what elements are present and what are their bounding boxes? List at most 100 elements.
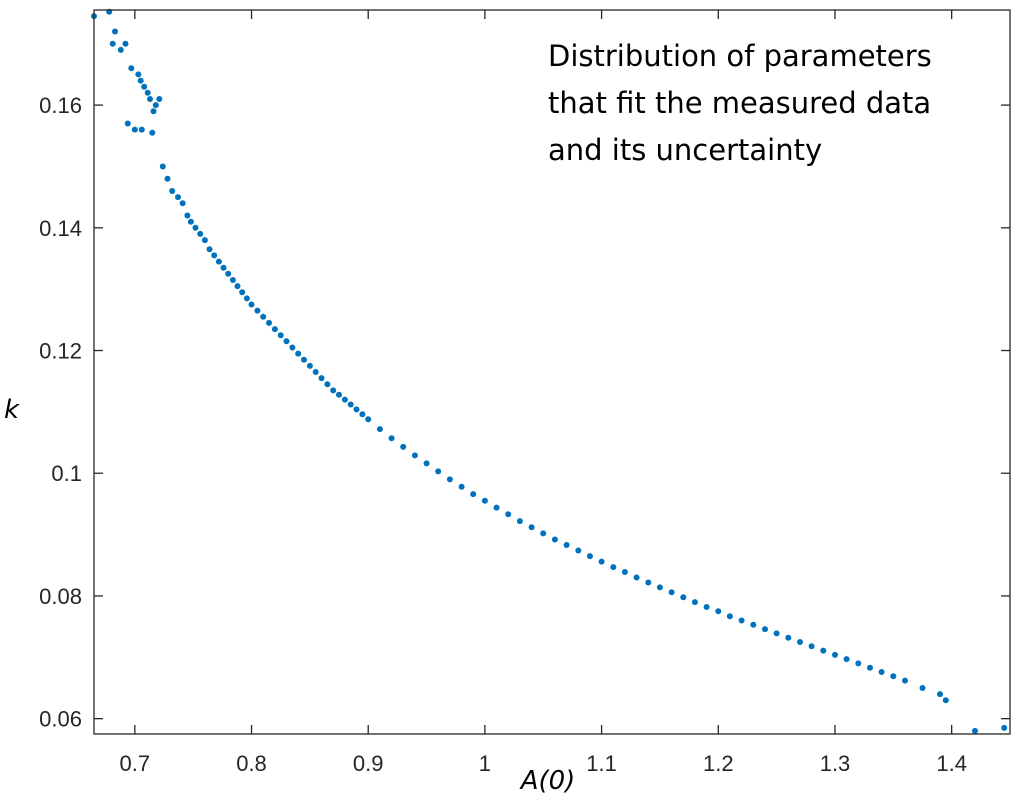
data-point <box>1001 724 1008 731</box>
data-point <box>773 630 780 637</box>
y-tick-label: 0.14 <box>39 216 82 241</box>
data-point <box>540 530 547 537</box>
x-tick-label: 1.4 <box>936 751 967 776</box>
x-tick-label: 0.9 <box>353 751 384 776</box>
x-tick-label: 1.1 <box>586 751 617 776</box>
data-point <box>715 608 722 615</box>
data-point <box>283 338 290 345</box>
data-point <box>376 426 383 433</box>
y-tick-label: 0.12 <box>39 339 82 364</box>
data-point <box>586 553 593 560</box>
data-point <box>215 258 222 265</box>
x-tick-label: 1 <box>479 751 491 776</box>
annotation-line-3: and its uncertainty <box>548 133 822 167</box>
data-point <box>301 356 307 363</box>
data-point <box>411 452 418 459</box>
data-point <box>122 40 129 47</box>
data-point <box>138 126 145 133</box>
data-point <box>353 406 360 413</box>
data-point <box>229 277 236 283</box>
data-point <box>260 313 267 320</box>
data-point <box>324 381 331 388</box>
data-point <box>124 120 131 127</box>
data-point <box>144 89 151 96</box>
data-point <box>703 604 710 610</box>
data-point <box>347 401 354 408</box>
data-point <box>633 574 640 581</box>
data-point <box>762 626 768 633</box>
y-tick-label: 0.1 <box>51 461 82 486</box>
data-point <box>330 387 337 394</box>
data-point <box>159 163 166 170</box>
data-point <box>528 524 535 531</box>
data-point <box>135 71 142 78</box>
axis-ticks <box>94 10 1010 734</box>
data-point <box>220 264 227 271</box>
annotation-line-2: that fit the measured data <box>548 86 931 120</box>
data-point <box>942 697 949 704</box>
data-point <box>295 350 302 357</box>
data-point <box>750 621 757 628</box>
data-point <box>141 83 148 90</box>
data-point <box>645 579 652 586</box>
data-point <box>197 230 204 237</box>
data-point <box>680 594 687 601</box>
data-point <box>610 564 617 571</box>
data-point <box>878 669 885 675</box>
data-point <box>239 289 246 296</box>
data-point <box>336 391 342 398</box>
data-point <box>306 362 313 369</box>
x-tick-label: 0.8 <box>236 751 267 776</box>
data-point <box>201 237 208 244</box>
y-tick-label: 0.08 <box>39 584 82 609</box>
data-point <box>598 558 605 565</box>
data-point <box>867 664 873 671</box>
data-point <box>481 497 488 504</box>
data-point <box>117 46 124 53</box>
data-point <box>149 129 156 136</box>
data-point <box>785 634 792 641</box>
data-point <box>656 584 663 591</box>
data-point <box>575 547 582 554</box>
data-point <box>726 613 733 620</box>
data-point <box>843 656 850 663</box>
data-point <box>128 65 135 72</box>
data-point <box>563 542 570 548</box>
data-point <box>147 96 153 102</box>
data-point <box>184 212 191 219</box>
data-point <box>137 77 144 84</box>
annotation-line-1: Distribution of parameters <box>548 39 932 73</box>
data-point <box>400 443 407 450</box>
data-point <box>277 332 284 339</box>
data-point <box>225 270 232 277</box>
x-tick-label: 1.3 <box>820 751 851 776</box>
data-point <box>112 28 118 35</box>
data-point <box>435 468 442 475</box>
plot-frame <box>93 9 1011 735</box>
data-point <box>341 396 348 403</box>
data-point <box>175 194 181 201</box>
data-point <box>359 411 366 418</box>
data-point <box>131 126 138 133</box>
data-point <box>972 727 978 734</box>
data-point <box>493 504 500 511</box>
data-point <box>668 589 675 596</box>
data-point <box>109 40 116 47</box>
data-point <box>470 491 477 498</box>
tick-labels: 0.7 0.8 0.9 1 1.1 1.2 1.3 1.4 0.06 0.08 0.1 0.12 0.1… <box>39 93 967 776</box>
data-point <box>855 660 862 667</box>
data-point <box>516 518 523 525</box>
data-point <box>248 301 255 308</box>
data-point <box>621 569 628 575</box>
data-point <box>266 319 272 326</box>
data-point <box>365 416 372 423</box>
data-point <box>388 435 395 442</box>
data-point <box>187 218 194 225</box>
data-point <box>318 375 325 382</box>
data-point <box>797 639 803 645</box>
data-point <box>937 691 943 698</box>
data-point <box>919 685 926 691</box>
data-point <box>458 483 465 490</box>
data-point <box>150 108 157 115</box>
